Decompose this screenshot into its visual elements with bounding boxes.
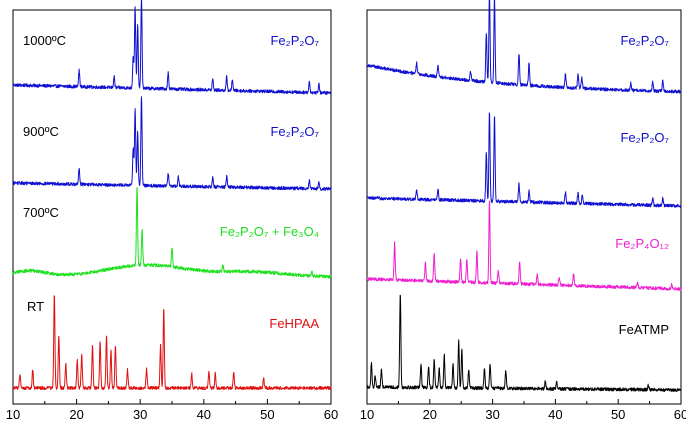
series-line-right-1 bbox=[366, 112, 682, 208]
phase-label-left-0: Fe₂P₂O₇ bbox=[270, 33, 319, 48]
temperature-label-3: RT bbox=[27, 299, 44, 314]
x-tick-label-30: 30 bbox=[133, 407, 147, 422]
plot-frame-right bbox=[366, 9, 682, 405]
x-tick-label-40: 40 bbox=[197, 407, 211, 422]
x-tick-label-60: 60 bbox=[324, 407, 338, 422]
x-tick-label-20: 20 bbox=[423, 407, 437, 422]
panel-left: 10 20 30 40 50 60 Fe₂P₂O₇ 1000ºC Fe₂P₂O₇ 900ºC Fe₂… bbox=[6, 0, 338, 422]
x-tick-label-30: 30 bbox=[485, 407, 499, 422]
phase-label-right-1: Fe₂P₂O₇ bbox=[620, 130, 669, 145]
panel-right: 10 20 30 40 50 60 Fe₂P₂O₇ Fe₂P₂O₇ Fe₂P₄O₁₂ FeATMP bbox=[360, 0, 686, 422]
plot-frame-left bbox=[12, 9, 332, 405]
phase-label-left-3: FeHPAA bbox=[269, 316, 319, 331]
phase-label-left-2: Fe₂P₂O₇ + Fe₃O₄ bbox=[220, 224, 319, 239]
x-tick-label-10: 10 bbox=[6, 407, 20, 422]
series-line-left-0 bbox=[12, 0, 332, 95]
temperature-label-1: 900ºC bbox=[23, 124, 59, 139]
temperature-label-2: 700ºC bbox=[23, 205, 59, 220]
series-line-left-1 bbox=[12, 96, 332, 191]
series-line-left-3 bbox=[12, 295, 332, 391]
temperature-label-0: 1000ºC bbox=[23, 33, 66, 48]
phase-label-right-0: Fe₂P₂O₇ bbox=[620, 33, 669, 48]
phase-label-right-2: Fe₂P₄O₁₂ bbox=[615, 236, 669, 251]
phase-label-left-1: Fe₂P₂O₇ bbox=[270, 124, 319, 139]
series-line-left-2 bbox=[12, 187, 332, 279]
x-tick-label-20: 20 bbox=[69, 407, 83, 422]
x-tick-label-50: 50 bbox=[260, 407, 274, 422]
x-tick-label-50: 50 bbox=[611, 407, 625, 422]
series-line-right-3 bbox=[366, 294, 682, 393]
x-tick-label-40: 40 bbox=[548, 407, 562, 422]
series-line-right-0 bbox=[366, 0, 682, 94]
series-line-right-2 bbox=[366, 200, 682, 292]
phase-label-right-3: FeATMP bbox=[619, 322, 669, 337]
x-tick-label-10: 10 bbox=[360, 407, 374, 422]
x-tick-label-60: 60 bbox=[674, 407, 686, 422]
